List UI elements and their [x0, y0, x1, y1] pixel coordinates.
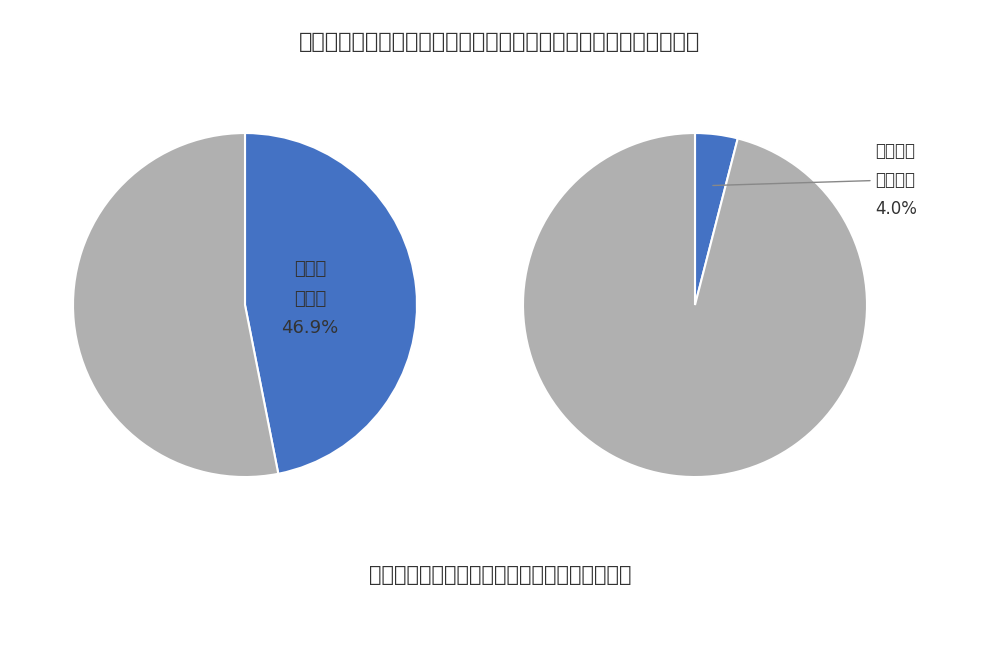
Wedge shape [73, 133, 278, 477]
Text: （図１）家計を支えている方の収入・事業・仕事への自粛等の影響: （図１）家計を支えている方の収入・事業・仕事への自粛等の影響 [299, 32, 701, 53]
Wedge shape [695, 133, 738, 305]
Wedge shape [523, 133, 867, 477]
Text: 収入が
減った
46.9%: 収入が 減った 46.9% [281, 260, 339, 337]
Wedge shape [245, 133, 417, 474]
Text: 収入がな
くなった
4.0%: 収入がな くなった 4.0% [713, 141, 917, 218]
Text: 約半数の学生が、家計の収入減に直面している: 約半数の学生が、家計の収入減に直面している [369, 565, 631, 585]
